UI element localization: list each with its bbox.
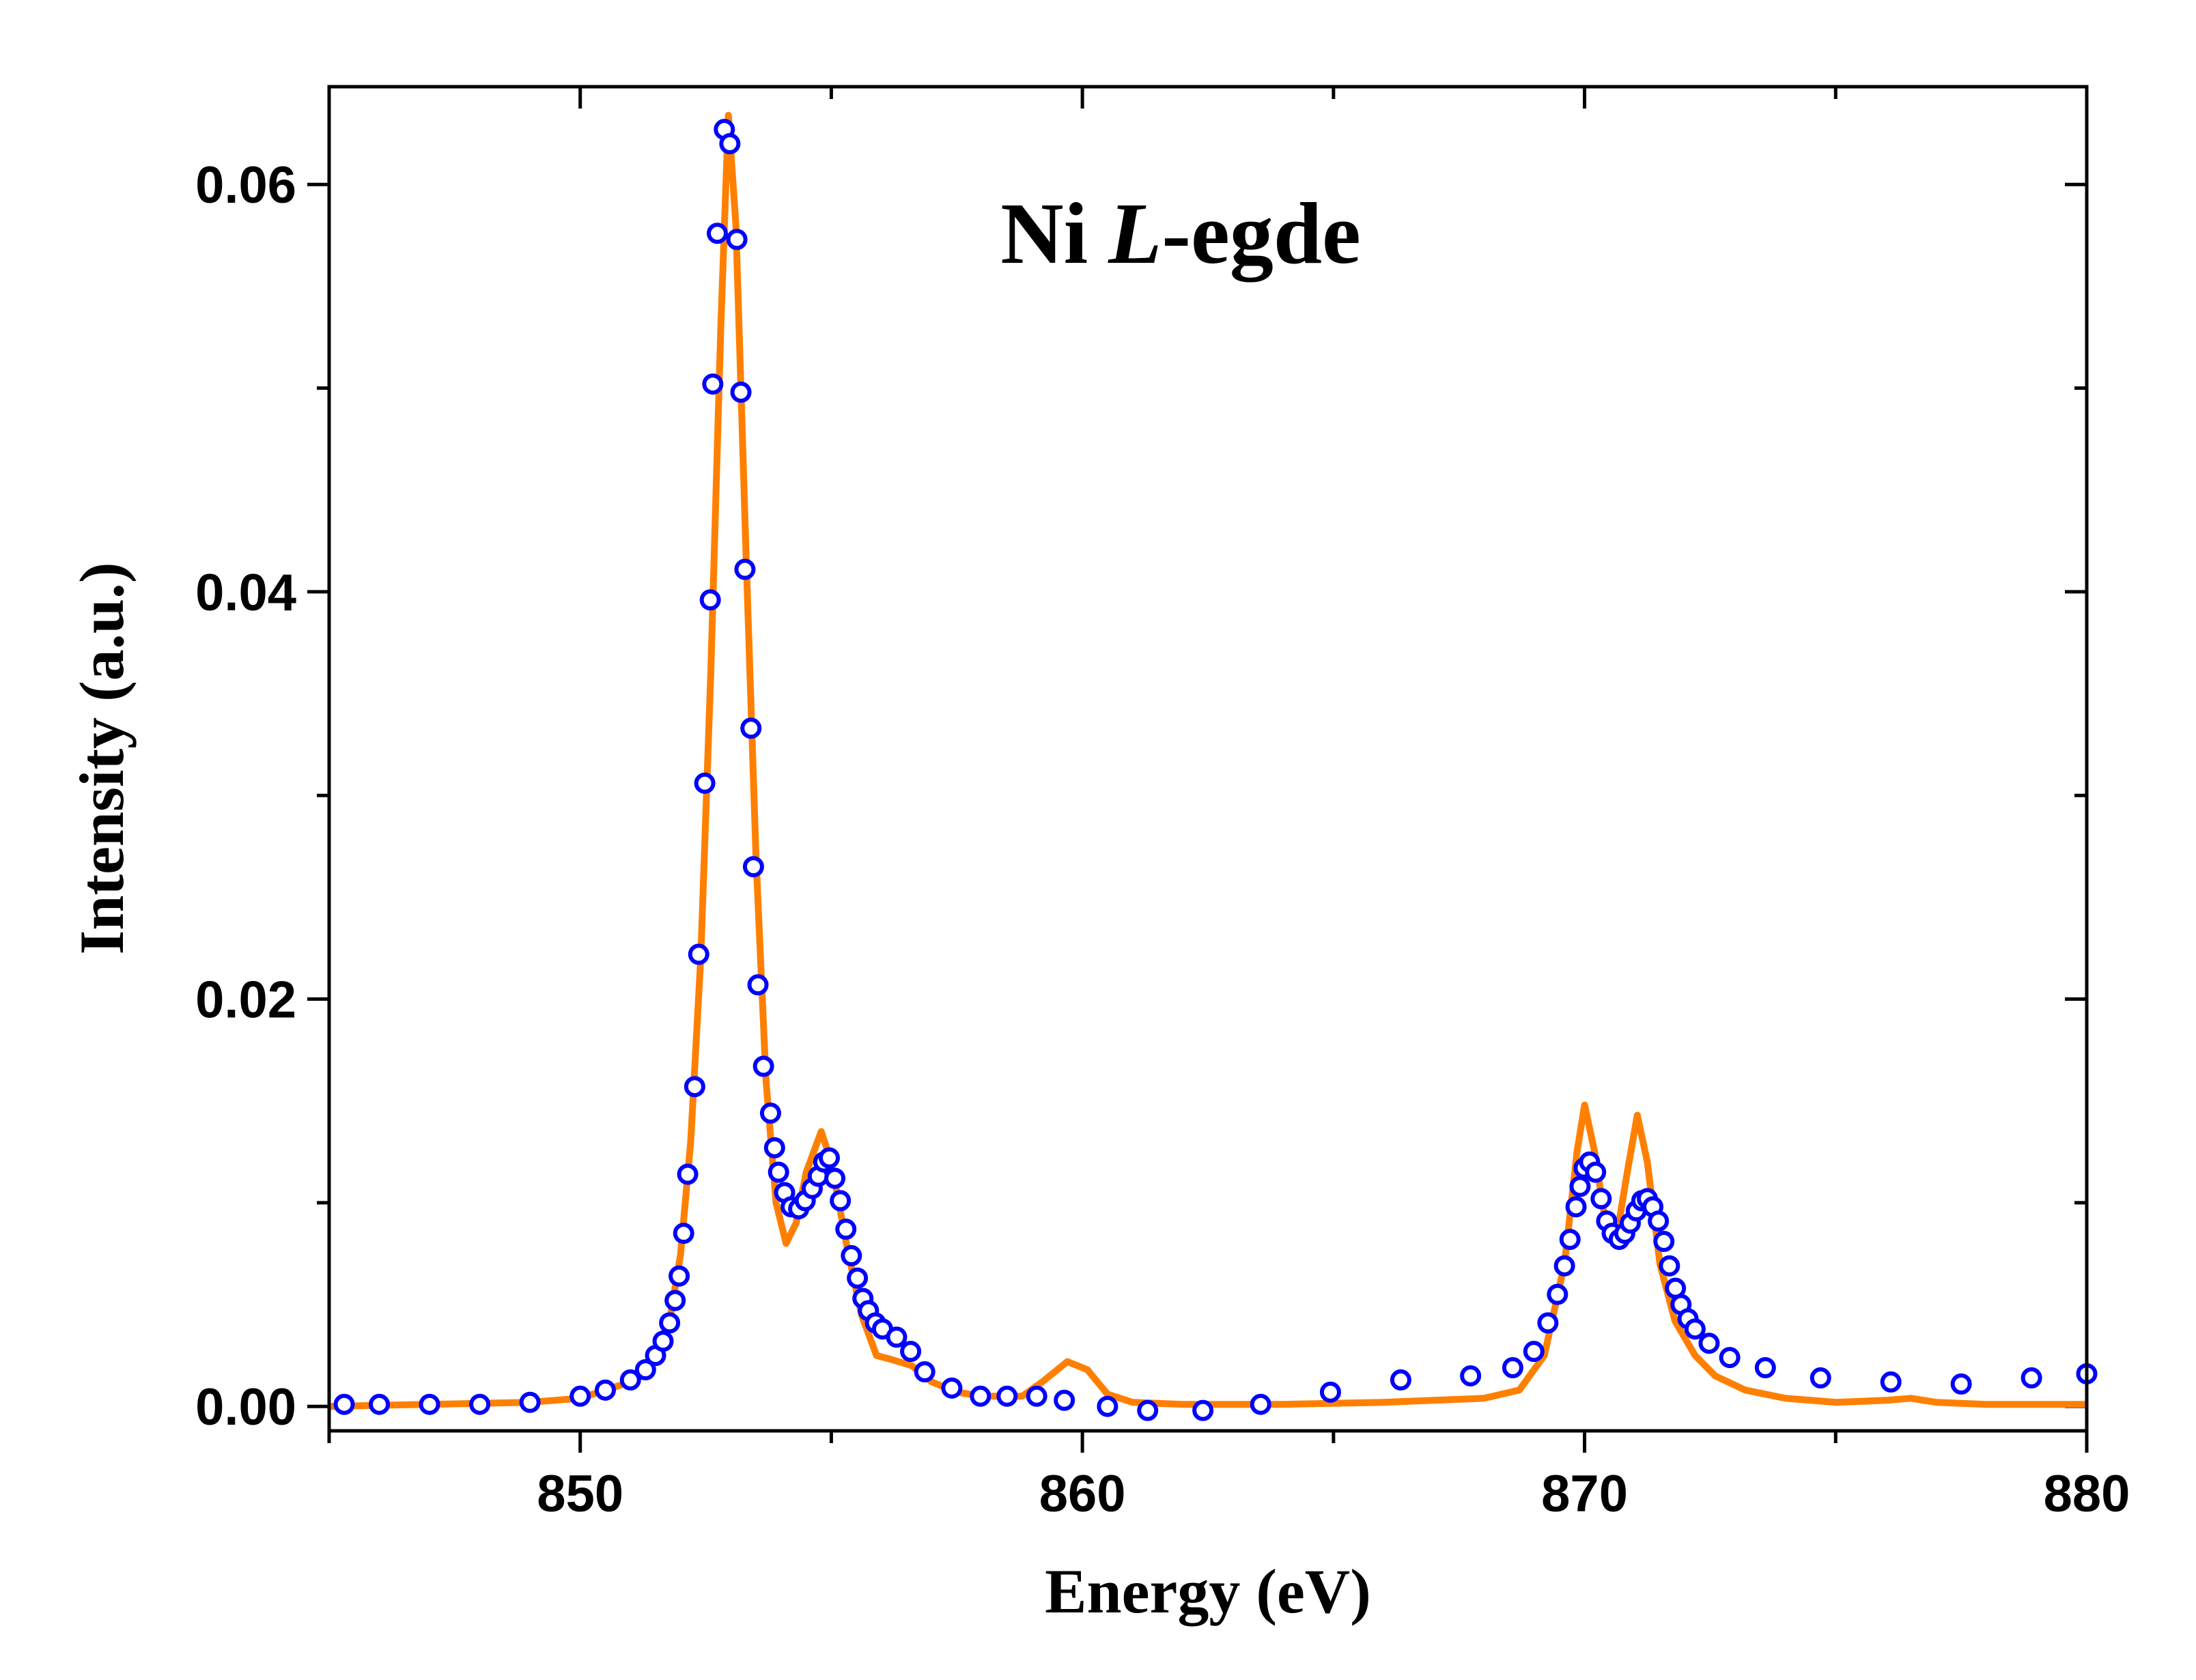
data-point (759, 1102, 781, 1124)
data-point (684, 1076, 705, 1098)
data-point (519, 1391, 541, 1413)
data-point (688, 943, 709, 965)
data-point (1648, 1210, 1670, 1232)
data-point (734, 558, 756, 580)
data-point (652, 1330, 674, 1352)
data-point (1559, 1229, 1581, 1251)
data-point (659, 1312, 681, 1334)
data-point (702, 373, 724, 395)
x-axis-label: Energy (eV) (1045, 1556, 1371, 1626)
series-line (328, 111, 2087, 1410)
x-tick-label: 850 (537, 1465, 623, 1523)
data-point (1547, 1283, 1568, 1305)
data-point (1590, 1188, 1612, 1210)
data-point (419, 1393, 440, 1415)
data-point (1719, 1347, 1741, 1369)
data-point (1553, 1255, 1575, 1277)
data-point (673, 1223, 694, 1244)
data-point (847, 1267, 869, 1289)
data-point (719, 133, 741, 155)
data-point (1250, 1393, 1271, 1415)
x-tick-label: 880 (2044, 1465, 2130, 1523)
data-point (2021, 1367, 2042, 1389)
data-point (664, 1290, 686, 1311)
data-point (706, 223, 728, 244)
y-tick-label: 0.06 (195, 156, 296, 214)
title-part: Ni (1000, 185, 1088, 282)
data-point (1585, 1161, 1607, 1183)
data-point (1192, 1399, 1214, 1421)
data-point (1653, 1231, 1675, 1253)
data-point (1054, 1389, 1075, 1411)
data-point (835, 1219, 857, 1240)
data-point (677, 1163, 699, 1185)
data-point (594, 1379, 616, 1401)
data-point (469, 1393, 491, 1415)
data-point (1880, 1371, 1902, 1393)
data-point (1754, 1357, 1776, 1379)
data-point (1698, 1333, 1720, 1354)
data-point (740, 717, 762, 739)
y-axis-label: Intensity (a.u.) (67, 562, 137, 954)
plot-frame (327, 85, 2089, 1433)
data-point (1026, 1385, 1047, 1407)
data-point (726, 229, 748, 251)
chart-title: Ni L-egde (1000, 185, 1361, 282)
data-point (668, 1265, 690, 1287)
data-point (1523, 1341, 1545, 1363)
data-point (1390, 1369, 1411, 1391)
data-point (970, 1385, 991, 1407)
data-point (369, 1393, 391, 1415)
y-tick-label: 0.02 (195, 971, 296, 1029)
data-point (699, 589, 721, 611)
data-point (1537, 1312, 1559, 1334)
x-tick-label: 870 (1541, 1465, 1628, 1523)
data-point (742, 856, 764, 878)
y-tick-label: 0.00 (195, 1378, 296, 1436)
data-point (1319, 1381, 1341, 1403)
data-point (1097, 1395, 1118, 1417)
data-point (1684, 1318, 1706, 1340)
data-point (1137, 1399, 1159, 1421)
data-point (824, 1167, 846, 1189)
data-point (619, 1369, 641, 1391)
data-point (333, 1393, 355, 1415)
data-point (841, 1244, 862, 1266)
data-point (694, 772, 716, 794)
data-point (830, 1190, 851, 1212)
data-point (763, 1137, 785, 1158)
data-point (886, 1326, 907, 1348)
y-tick-label: 0.04 (195, 564, 296, 622)
data-point (747, 974, 769, 996)
data-point (1565, 1196, 1587, 1218)
data-point (1659, 1255, 1680, 1277)
title-part: L (1108, 185, 1162, 282)
data-point (818, 1147, 840, 1169)
data-point (1950, 1373, 1972, 1395)
data-point (941, 1377, 963, 1399)
data-point (752, 1055, 774, 1077)
data-point (1502, 1357, 1523, 1379)
data-point (768, 1161, 789, 1183)
data-point (730, 382, 752, 403)
data-point (996, 1385, 1018, 1407)
title-part: -egde (1162, 185, 1360, 282)
x-tick-label: 860 (1039, 1465, 1126, 1523)
data-point (1460, 1365, 1482, 1386)
data-point (634, 1359, 656, 1380)
data-point (1569, 1176, 1591, 1197)
data-point (1810, 1367, 1831, 1389)
data-point (914, 1361, 935, 1382)
data-point (900, 1341, 922, 1363)
data-point (569, 1385, 591, 1407)
